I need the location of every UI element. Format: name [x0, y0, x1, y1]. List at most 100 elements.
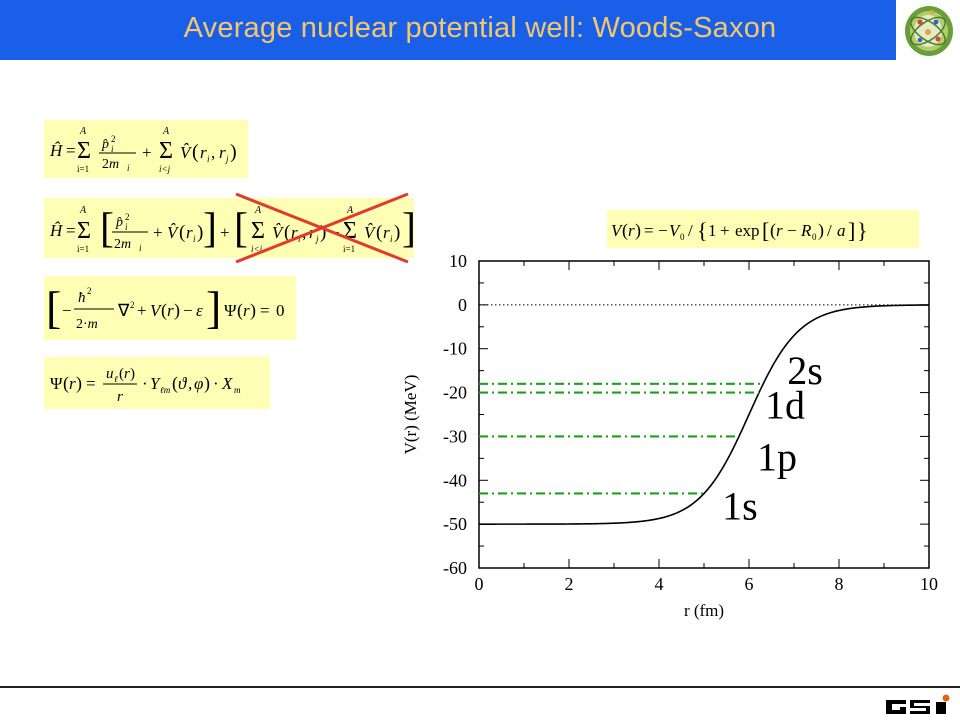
svg-text:): )	[76, 373, 82, 394]
svg-text:Σ: Σ	[159, 138, 173, 164]
svg-text:]: ]	[203, 206, 217, 252]
svg-text:): )	[230, 141, 237, 163]
svg-text:r: r	[219, 143, 226, 162]
title-bar	[0, 0, 896, 60]
woods-saxon-formula: V ( r ) = − V 0 / { 1 + exp [ ( r − R 0 …	[607, 210, 919, 248]
svg-text:(: (	[172, 373, 178, 394]
x-axis-label: r (fm)	[684, 601, 724, 620]
svg-text:): )	[174, 300, 180, 321]
svg-text:i=1: i=1	[77, 164, 89, 174]
svg-text:·: ·	[142, 374, 148, 393]
x-tick-label: 8	[835, 574, 844, 594]
svg-text:2·m: 2·m	[76, 317, 98, 332]
svg-text:1: 1	[708, 221, 717, 240]
svg-text:[: [	[100, 206, 114, 252]
nucleus-logo-icon	[905, 6, 953, 56]
hamiltonian-formula: Ĥ = A Σ i=1 p̂ i 2 2m i + A Σ i<j V̂ ( r…	[44, 120, 248, 178]
svg-text:r: r	[383, 223, 390, 242]
svg-text:i: i	[111, 144, 114, 154]
svg-text:=: =	[66, 141, 76, 160]
svg-text:2: 2	[111, 134, 116, 144]
svg-text:(: (	[284, 222, 290, 243]
svg-text:): )	[250, 300, 256, 321]
svg-text:Ĥ: Ĥ	[49, 221, 64, 240]
svg-text:2: 2	[125, 212, 130, 222]
svg-text:r: r	[291, 223, 298, 242]
svg-text:ℓm: ℓm	[160, 385, 171, 395]
svg-text:ε: ε	[196, 301, 203, 320]
slide-title: Average nuclear potential well: Woods-Sa…	[183, 12, 777, 44]
svg-text:i: i	[127, 163, 130, 173]
svg-text:j: j	[315, 234, 319, 244]
svg-text:ϑ: ϑ	[178, 374, 188, 393]
svg-text:(: (	[63, 373, 69, 394]
svg-text:[: [	[46, 282, 61, 333]
svg-text:i=1: i=1	[343, 244, 355, 254]
y-axis-label: V(r) (MeV)	[401, 375, 420, 455]
svg-text:2: 2	[87, 286, 92, 296]
svg-text:,: ,	[302, 223, 306, 242]
svg-text:+: +	[137, 301, 147, 320]
mean-field-hamiltonian-formula: Ĥ = A Σ i=1 [ p̂ i 2 2m i + V̂ ( r i ) ]…	[44, 198, 416, 258]
y-tick-label: -20	[443, 383, 467, 403]
svg-text:(: (	[770, 220, 776, 241]
svg-text:i: i	[139, 243, 142, 253]
potential-curve	[479, 304, 930, 525]
svg-text:): )	[204, 373, 210, 394]
svg-text:r: r	[628, 221, 635, 240]
svg-text:a: a	[837, 221, 846, 240]
x-tick-label: 4	[655, 574, 664, 594]
svg-text:Ψ: Ψ	[50, 374, 63, 393]
svg-text:(: (	[376, 222, 382, 243]
svg-text:}: }	[857, 218, 868, 243]
svg-text:0: 0	[276, 301, 285, 320]
svg-text:i: i	[193, 234, 196, 244]
svg-text:): )	[320, 222, 326, 243]
svg-text:i: i	[207, 154, 210, 164]
svg-text:Σ: Σ	[77, 138, 91, 164]
svg-text:r: r	[186, 223, 193, 242]
svg-text:(: (	[179, 222, 185, 243]
svg-text:−: −	[658, 221, 668, 240]
y-tick-label: 0	[458, 295, 467, 315]
svg-text:r: r	[167, 301, 174, 320]
red-cross-mark	[235, 192, 409, 264]
svg-text:Σ: Σ	[251, 218, 265, 244]
svg-text:(: (	[622, 220, 628, 241]
svg-text:): )	[197, 222, 203, 243]
svg-text:2: 2	[130, 300, 135, 310]
svg-text:): )	[818, 220, 824, 241]
svg-text:i<j: i<j	[251, 244, 263, 254]
svg-text:i=1: i=1	[77, 244, 89, 254]
svg-text:[: [	[234, 206, 248, 252]
svg-text:−: −	[183, 301, 193, 320]
svg-text:+: +	[142, 143, 152, 162]
footer-rule	[0, 686, 960, 688]
svg-text:r: r	[124, 366, 130, 382]
svg-text:exp: exp	[735, 221, 760, 240]
svg-text:X: X	[221, 374, 233, 393]
y-tick-label: -50	[443, 514, 467, 534]
svg-text:R: R	[800, 221, 812, 240]
svg-text:A: A	[79, 205, 87, 216]
svg-text:p̂: p̂	[115, 215, 123, 230]
svg-text:[: [	[762, 218, 769, 243]
svg-text:A: A	[162, 126, 170, 137]
svg-text:2m: 2m	[102, 157, 119, 172]
svg-text:]: ]	[848, 218, 855, 243]
y-tick-label: -40	[443, 470, 467, 490]
schrodinger-equation-formula: [ − ħ 2 2·m ∇ 2 + V ( r ) − ε ] Ψ ( r ) …	[44, 276, 296, 340]
svg-text:−: −	[787, 221, 797, 240]
woods-saxon-chart: 0 2 4 6 8 10 10 0 -10 -20 -30 -40 -50 -60 r (fm) V(r) (…	[401, 251, 938, 620]
svg-text:,: ,	[211, 143, 215, 162]
svg-text:p̂: p̂	[101, 137, 109, 152]
svg-text:]: ]	[206, 282, 221, 333]
svg-text:(: (	[161, 300, 167, 321]
svg-text:Ĥ: Ĥ	[49, 141, 64, 160]
x-tick-label: 10	[920, 574, 938, 594]
svg-text:Σ: Σ	[77, 218, 91, 244]
svg-text:0: 0	[680, 232, 685, 242]
svg-text:r: r	[117, 389, 123, 405]
svg-text:∇: ∇	[117, 301, 130, 320]
svg-text:φ: φ	[194, 374, 203, 393]
